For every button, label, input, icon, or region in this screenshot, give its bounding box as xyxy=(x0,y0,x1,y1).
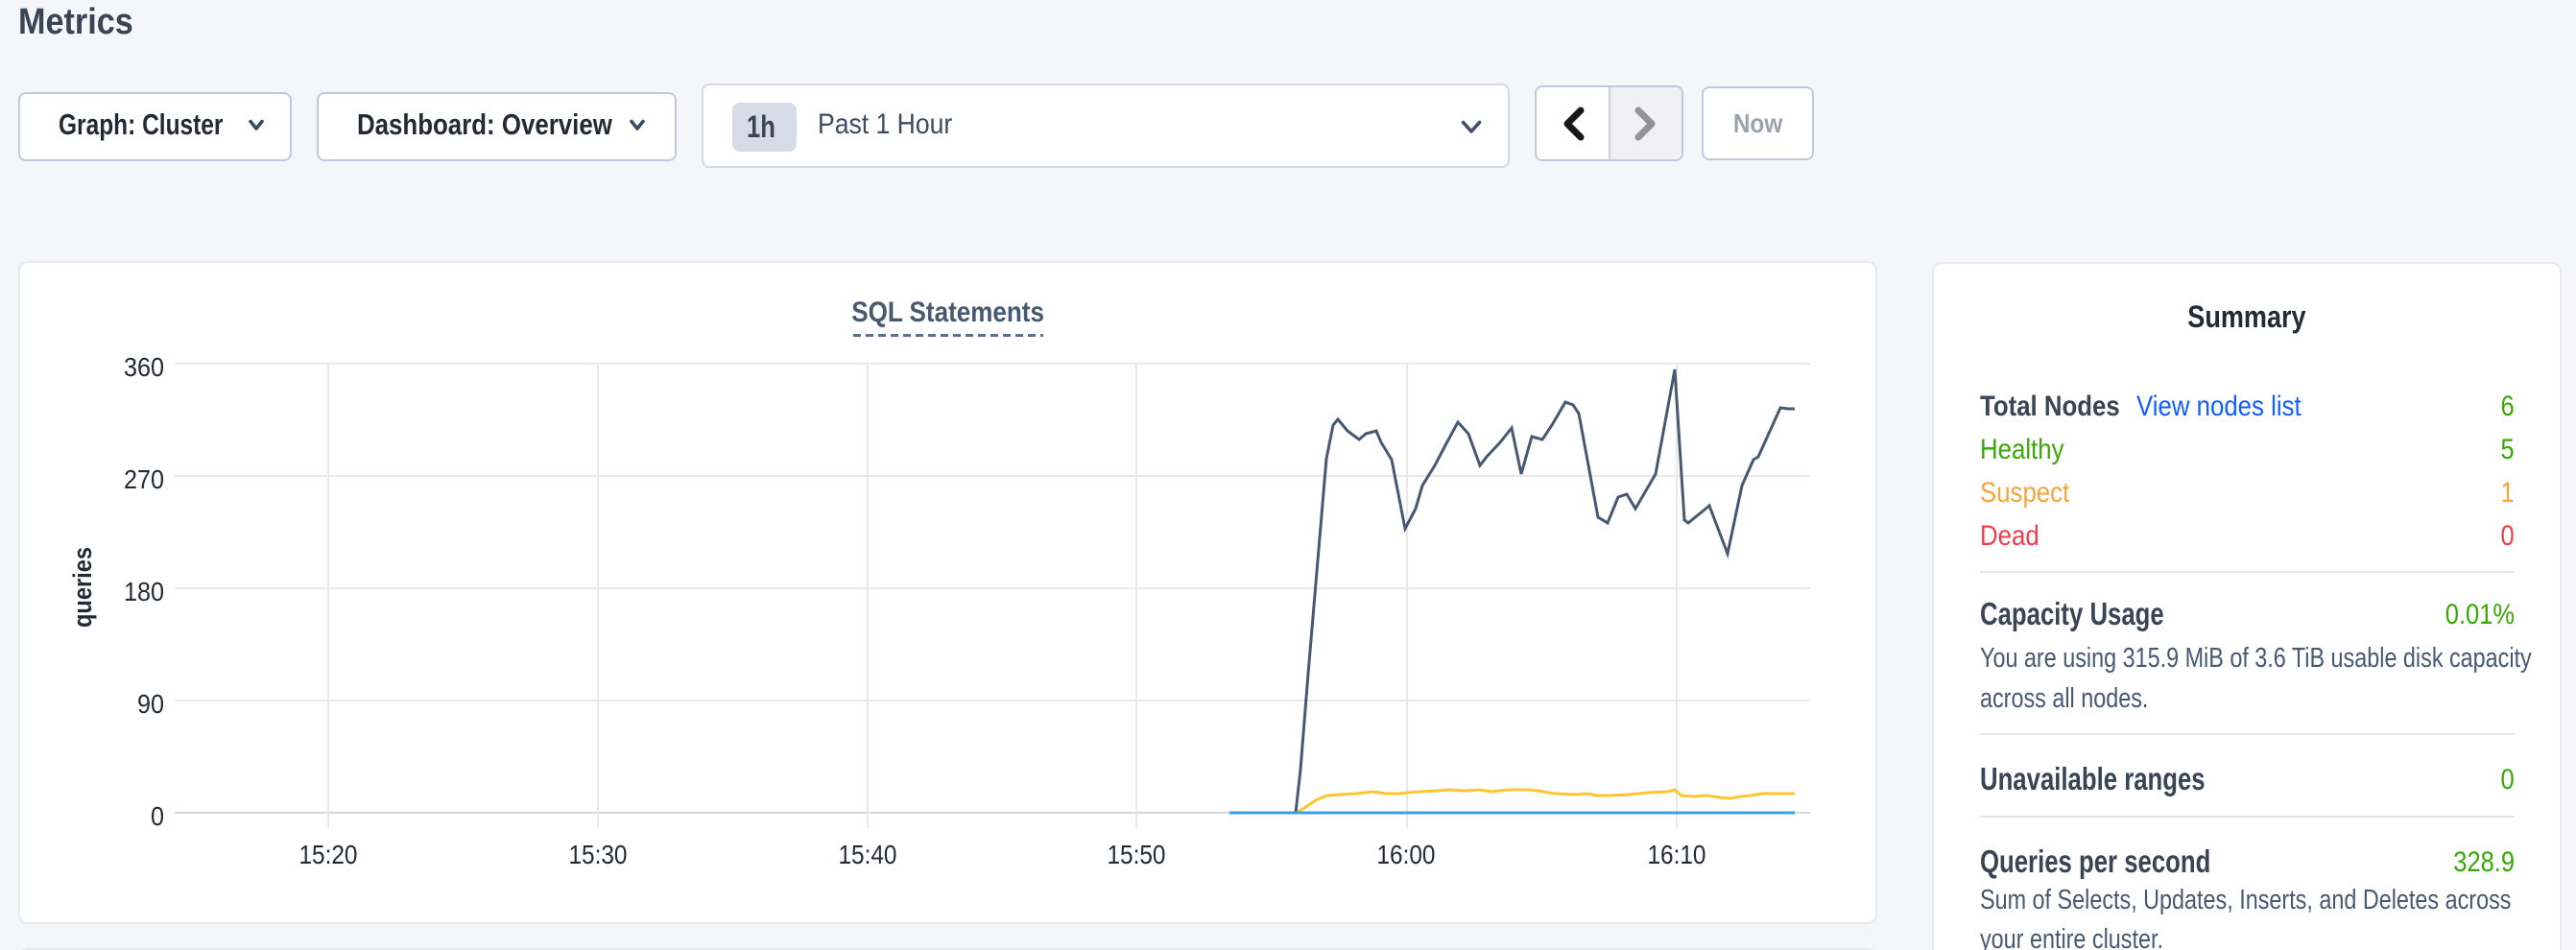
svg-text:queries: queries xyxy=(68,547,97,628)
svg-text:16:00: 16:00 xyxy=(1377,840,1436,869)
svg-text:270: 270 xyxy=(124,464,164,494)
svg-text:15:20: 15:20 xyxy=(299,840,358,869)
svg-text:15:50: 15:50 xyxy=(1108,840,1166,869)
svg-text:16:10: 16:10 xyxy=(1648,840,1706,869)
svg-text:360: 360 xyxy=(124,352,164,382)
svg-text:90: 90 xyxy=(137,689,164,719)
svg-text:15:40: 15:40 xyxy=(839,840,897,869)
svg-text:180: 180 xyxy=(124,577,164,606)
svg-text:15:30: 15:30 xyxy=(569,840,628,869)
svg-text:0: 0 xyxy=(151,801,164,831)
